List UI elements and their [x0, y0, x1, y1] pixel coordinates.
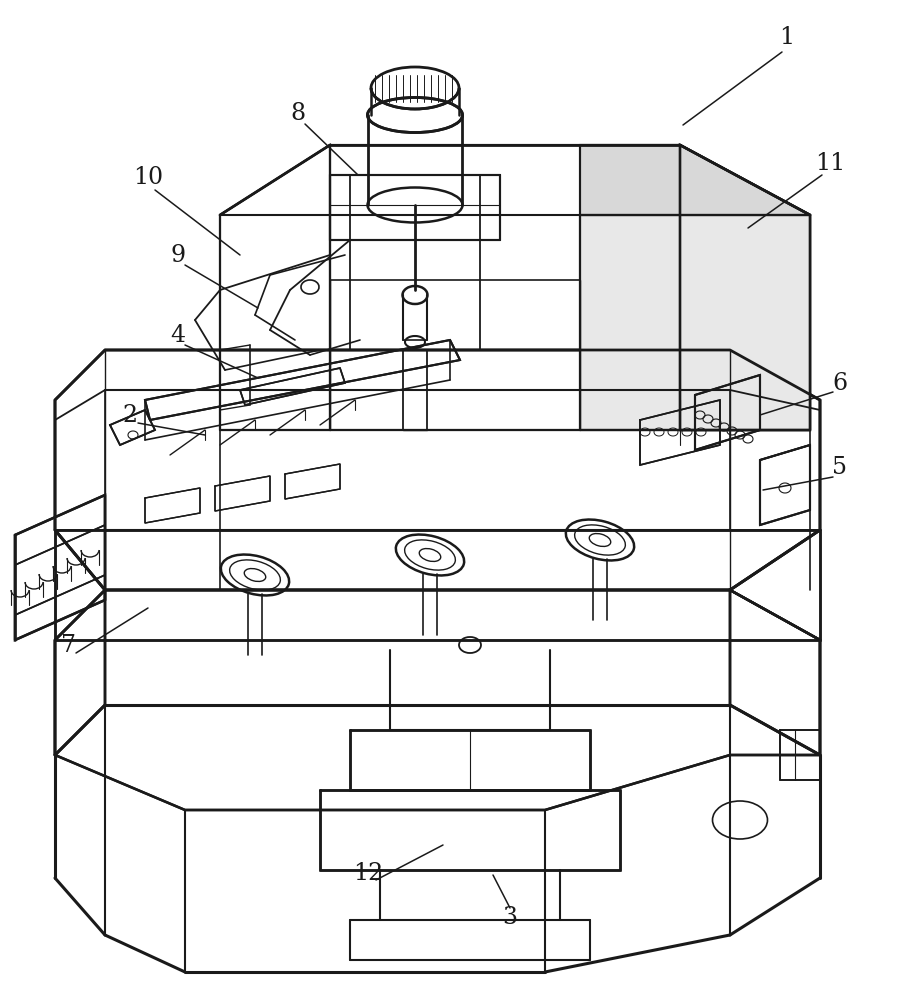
Text: 8: 8: [290, 102, 306, 124]
Text: 3: 3: [502, 906, 518, 930]
Polygon shape: [580, 215, 810, 430]
Text: 10: 10: [133, 166, 163, 190]
Text: 2: 2: [122, 403, 138, 426]
Text: 9: 9: [171, 243, 185, 266]
Polygon shape: [580, 145, 810, 215]
Text: 4: 4: [171, 324, 185, 347]
Text: 1: 1: [780, 26, 794, 49]
Text: 5: 5: [833, 456, 847, 480]
Text: 12: 12: [353, 861, 383, 884]
Text: 7: 7: [60, 634, 76, 656]
Text: 11: 11: [815, 151, 845, 174]
Text: 6: 6: [833, 371, 847, 394]
